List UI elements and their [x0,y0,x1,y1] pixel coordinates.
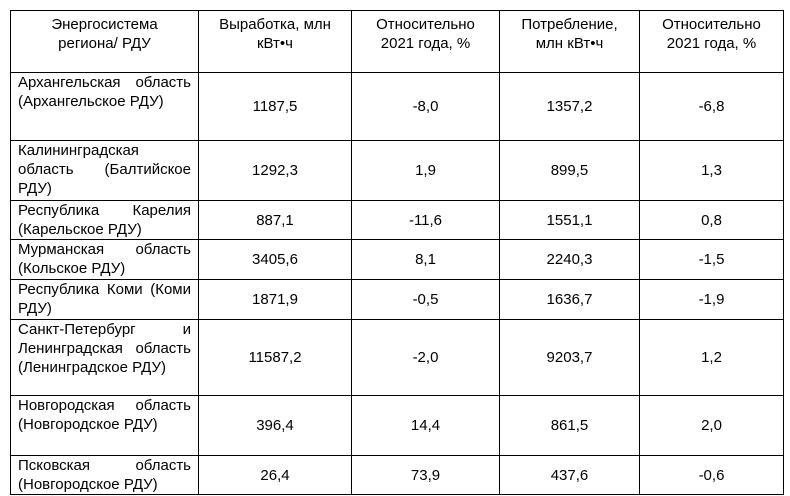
value-cell: 2240,3 [499,239,640,280]
value-cell: 887,1 [198,200,352,240]
table-row: Санкт-Петербург и Ленинградская область … [10,319,784,396]
region-cell: Республика Карелия (Карельское РДУ) [10,200,199,240]
value-cell: -1,9 [639,279,784,320]
data-table: Энергосистема региона/ РДУ Выработка, млн… [10,10,784,495]
value-cell: 73,9 [351,455,500,495]
value-cell: 11587,2 [198,319,352,396]
value-cell: 1,2 [639,319,784,396]
table-header: Энергосистема региона/ РДУ Выработка, млн… [10,10,784,73]
value-cell: 3405,6 [198,239,352,280]
table-row: Псковская область (Новгородское РДУ) 26,4… [10,455,784,495]
value-cell: -6,8 [639,72,784,141]
value-cell: -0,5 [351,279,500,320]
value-cell: 9203,7 [499,319,640,396]
value-cell: 899,5 [499,140,640,201]
header-cell: Выработка, млн кВт•ч [198,10,352,73]
value-cell: 437,6 [499,455,640,495]
value-cell: -2,0 [351,319,500,396]
table-row: Республика Карелия (Карельское РДУ) 887,1… [10,200,784,240]
header-cell: Потребление, млн кВт•ч [499,10,640,73]
table-row: Архангельская область (Архангельское РДУ… [10,72,784,141]
region-cell: Архангельская область (Архангельское РДУ… [10,72,199,141]
header-cell: Энергосистема региона/ РДУ [10,10,199,73]
value-cell: -11,6 [351,200,500,240]
region-cell: Псковская область (Новгородское РДУ) [10,455,199,495]
table-row: Новгородская область (Новгородское РДУ) 3… [10,395,784,456]
region-cell: Республика Коми (Коми РДУ) [10,279,199,320]
value-cell: 1187,5 [198,72,352,141]
table-body: Архангельская область (Архангельское РДУ… [10,72,784,495]
value-cell: 1357,2 [499,72,640,141]
value-cell: -8,0 [351,72,500,141]
region-cell: Новгородская область (Новгородское РДУ) [10,395,199,456]
value-cell: 1551,1 [499,200,640,240]
value-cell: 0,8 [639,200,784,240]
value-cell: 396,4 [198,395,352,456]
table-row: Республика Коми (Коми РДУ) 1871,9 -0,5 1636… [10,279,784,320]
value-cell: 8,1 [351,239,500,280]
value-cell: 1636,7 [499,279,640,320]
value-cell: 1292,3 [198,140,352,201]
value-cell: 861,5 [499,395,640,456]
value-cell: 14,4 [351,395,500,456]
value-cell: 2,0 [639,395,784,456]
header-row: Энергосистема региона/ РДУ Выработка, млн… [10,10,784,73]
value-cell: 1,9 [351,140,500,201]
region-cell: Калининградская область (Балтийское РДУ) [10,140,199,201]
table-row: Мурманская область (Кольское РДУ) 3405,6 8… [10,239,784,280]
value-cell: 1871,9 [198,279,352,320]
value-cell: 26,4 [198,455,352,495]
value-cell: -0,6 [639,455,784,495]
value-cell: -1,5 [639,239,784,280]
region-cell: Санкт-Петербург и Ленинградская область … [10,319,199,396]
value-cell: 1,3 [639,140,784,201]
header-cell: Относительно 2021 года, % [639,10,784,73]
header-cell: Относительно 2021 года, % [351,10,500,73]
region-cell: Мурманская область (Кольское РДУ) [10,239,199,280]
table-row: Калининградская область (Балтийское РДУ)… [10,140,784,201]
